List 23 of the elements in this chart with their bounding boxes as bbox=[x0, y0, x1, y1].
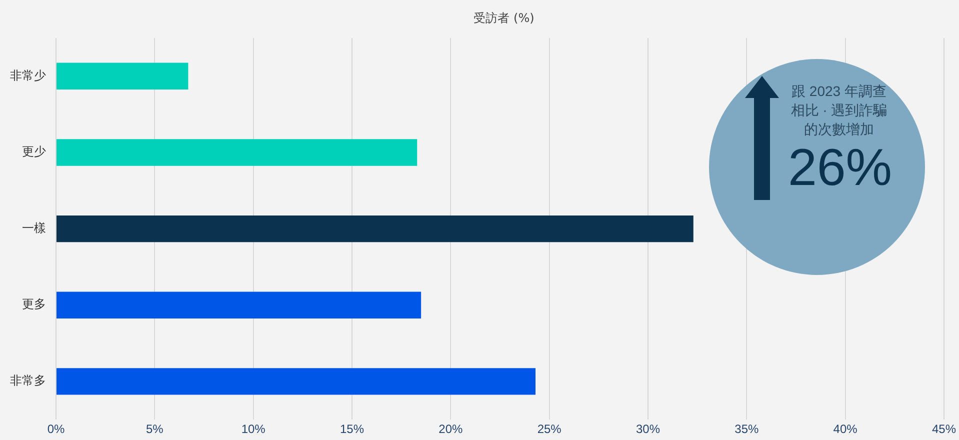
x-tick-label: 30% bbox=[636, 422, 660, 436]
x-axis-title: 受訪者 (%) bbox=[472, 10, 536, 27]
x-tick-label: 15% bbox=[340, 422, 364, 436]
annotation: 跟 2023 年調查相比 · 遇到詐騙的次數增加 bbox=[790, 82, 888, 139]
bar bbox=[56, 139, 418, 166]
x-tick-label: 40% bbox=[833, 422, 858, 436]
bar bbox=[56, 368, 536, 395]
x-tick-label: 25% bbox=[537, 422, 562, 436]
y-tick-label: 非常多 bbox=[10, 374, 46, 388]
annotation: 26% bbox=[786, 138, 894, 198]
y-tick-label: 更少 bbox=[22, 144, 46, 159]
y-tick-label: 非常少 bbox=[10, 68, 46, 82]
y-tick-label: 更多 bbox=[22, 297, 46, 312]
x-tick-label: 35% bbox=[734, 422, 759, 436]
x-tick-label: 0% bbox=[47, 422, 65, 436]
bar bbox=[56, 62, 188, 90]
x-tick-label: 20% bbox=[438, 422, 463, 436]
bar bbox=[56, 215, 694, 242]
bar bbox=[56, 292, 422, 318]
x-tick-label: 10% bbox=[241, 422, 266, 436]
x-tick-label: 45% bbox=[932, 422, 956, 436]
y-tick-label: 一樣 bbox=[22, 220, 46, 235]
x-tick-label: 5% bbox=[146, 422, 164, 436]
